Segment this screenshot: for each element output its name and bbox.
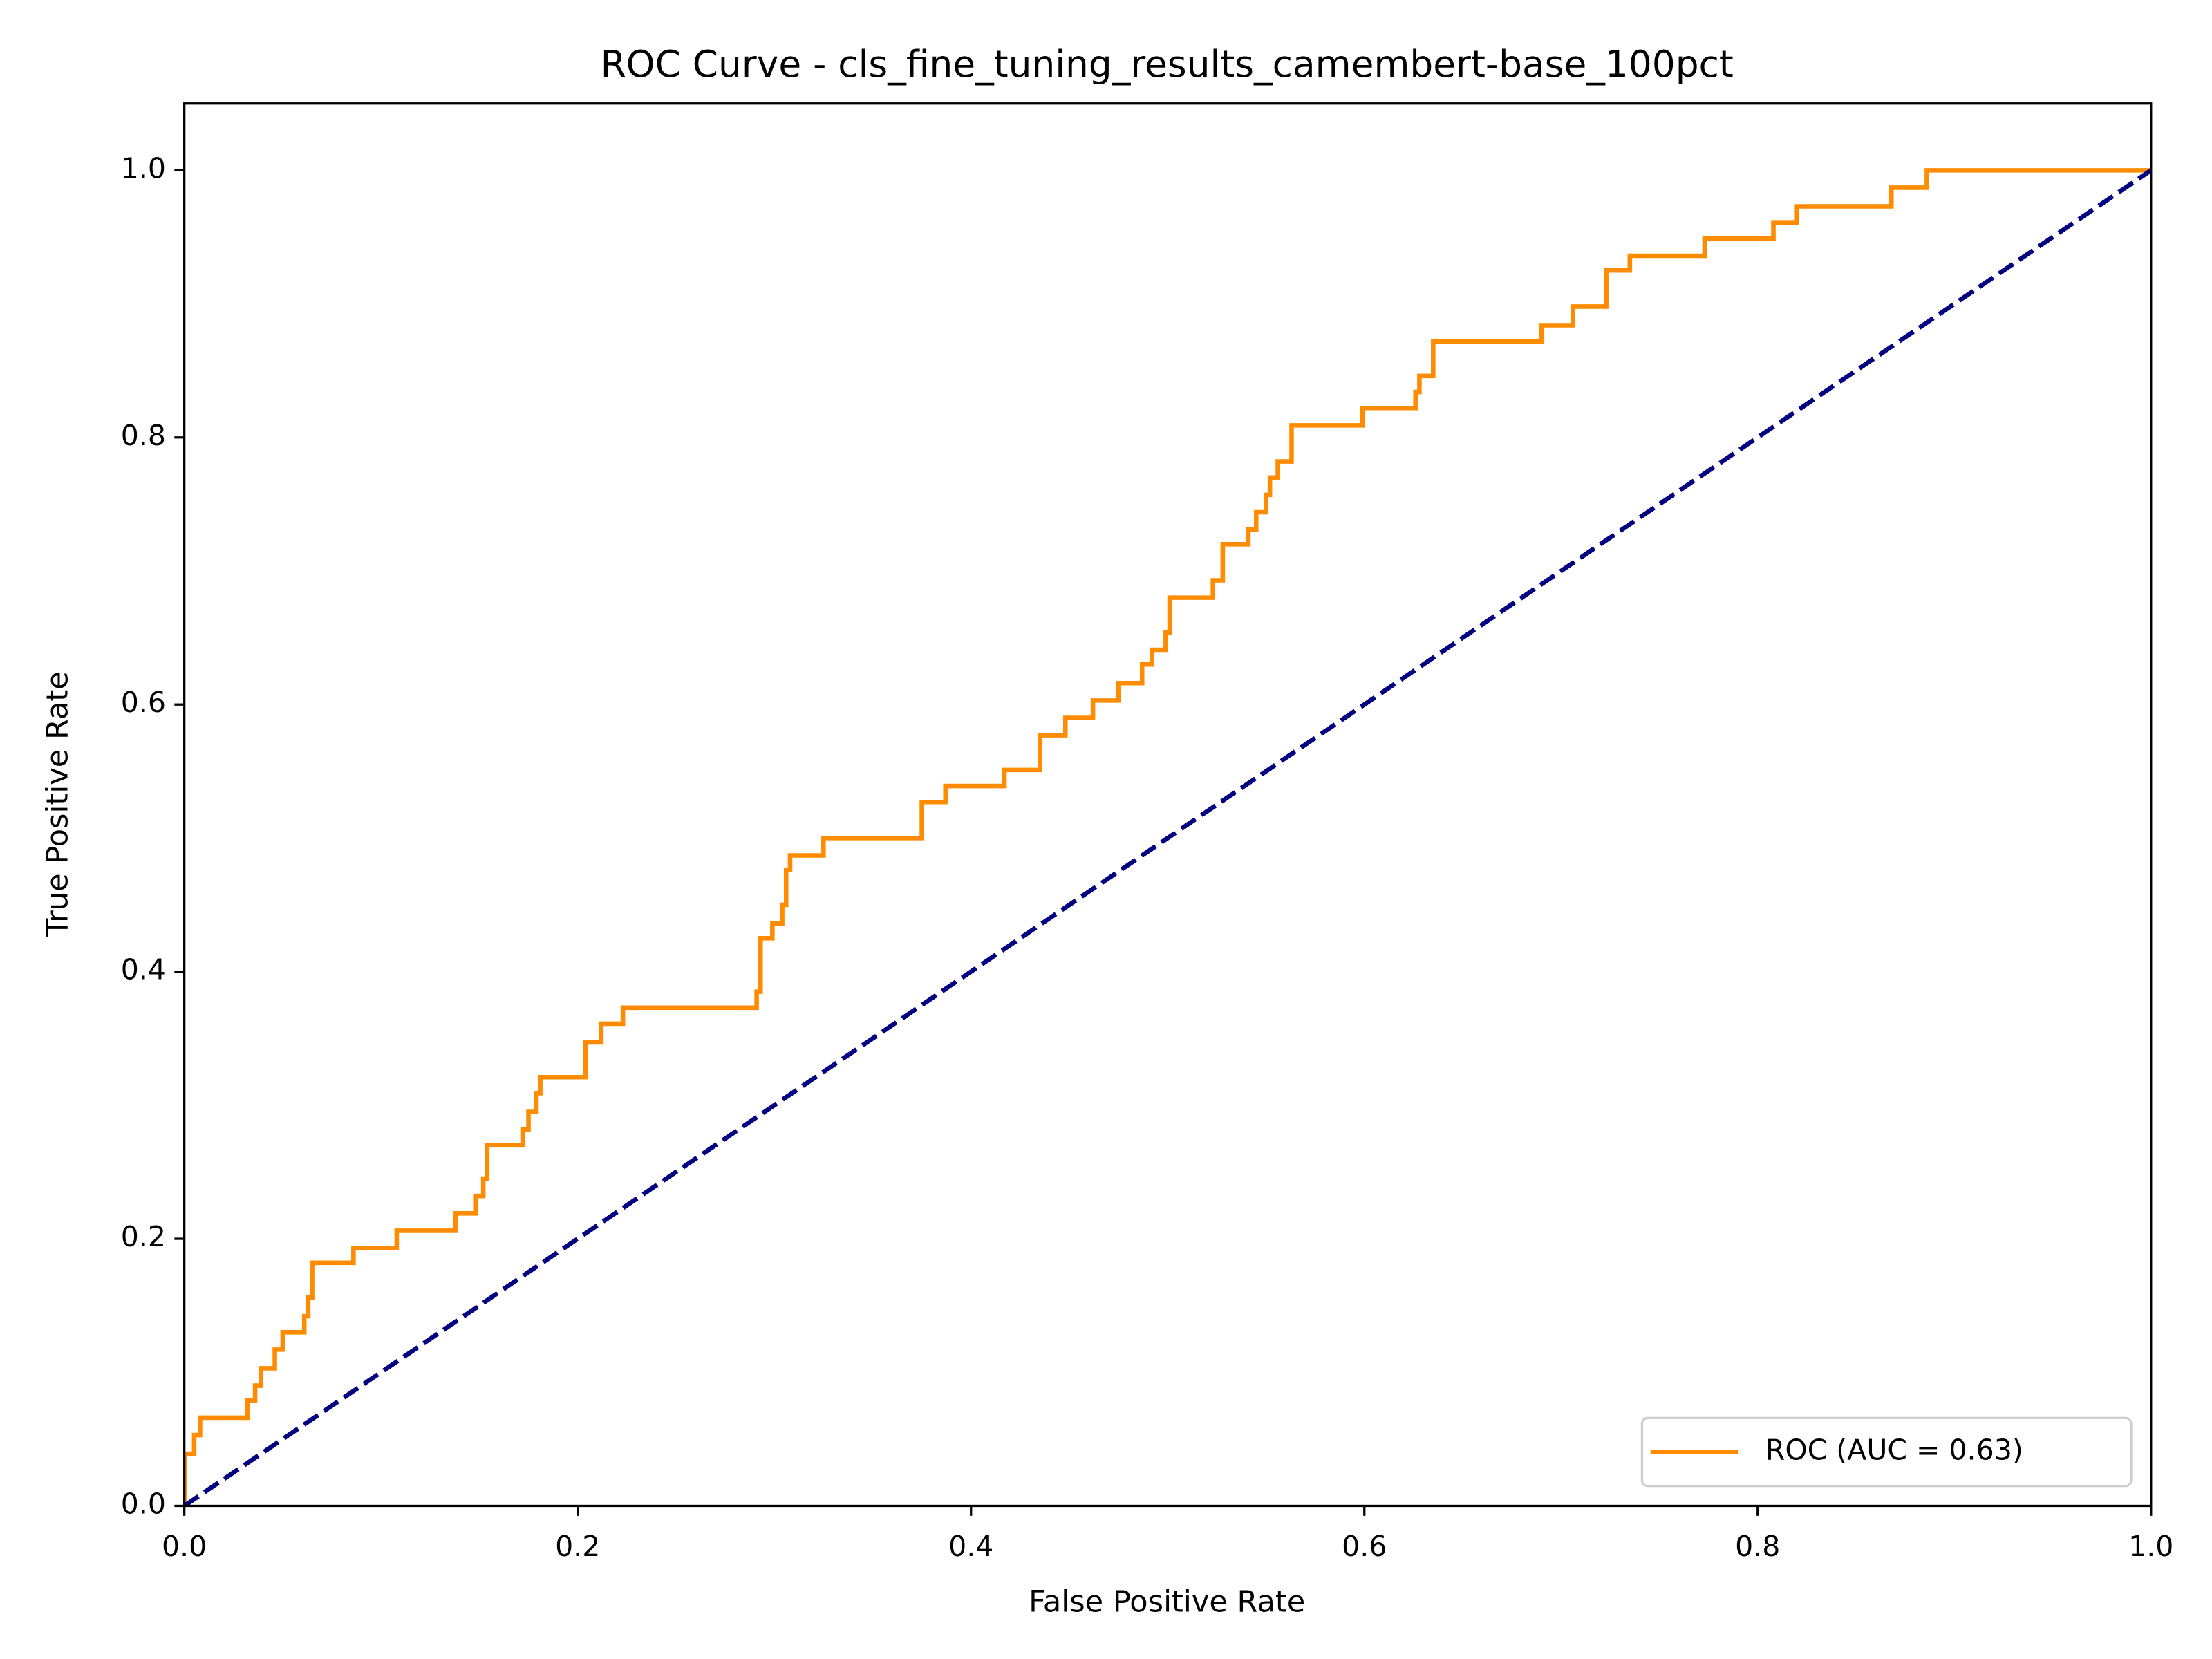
x-tick-label: 0.4	[948, 1530, 993, 1563]
x-tick-label: 0.0	[162, 1530, 207, 1563]
y-tick-label: 0.8	[121, 419, 166, 452]
y-tick-label: 0.2	[121, 1220, 166, 1253]
x-axis-label: False Positive Rate	[1029, 1585, 1305, 1620]
x-tick-label: 0.8	[1735, 1530, 1780, 1563]
y-tick-label: 1.0	[121, 151, 166, 185]
x-tick-label: 0.2	[555, 1530, 600, 1563]
legend-box	[1640, 1416, 2133, 1488]
x-tick-label: 1.0	[2128, 1530, 2173, 1563]
roc-line	[184, 168, 2151, 1506]
legend-label: ROC (AUC = 0.63)	[1765, 1434, 2023, 1467]
x-tick-label: 0.6	[1342, 1530, 1387, 1563]
y-tick-label: 0.6	[121, 686, 166, 719]
y-tick-label: 0.0	[121, 1487, 166, 1520]
axes-frame	[183, 102, 2153, 1508]
y-tick-label: 0.4	[121, 953, 166, 986]
y-axis-label: True Positive Rate	[41, 671, 75, 937]
chart-title: ROC Curve - cls_fine_tuning_results_came…	[601, 42, 1734, 86]
roc-line	[184, 168, 2151, 1506]
